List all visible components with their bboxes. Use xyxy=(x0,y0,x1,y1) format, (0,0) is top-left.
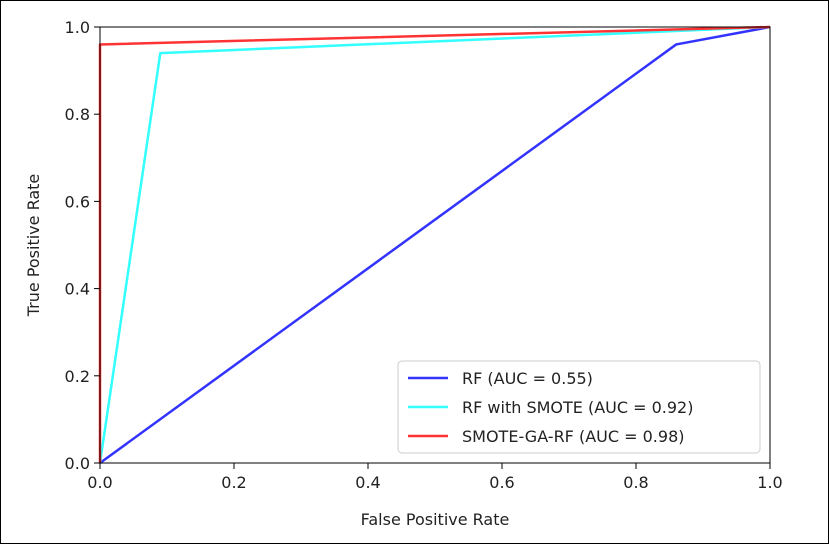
y-tick-label: 0.2 xyxy=(65,367,90,386)
legend-box xyxy=(397,360,761,454)
y-tick-label: 1.0 xyxy=(65,18,90,37)
y-tick-label: 0.8 xyxy=(65,105,90,124)
x-tick-label: 0.8 xyxy=(623,473,648,492)
series-line-2 xyxy=(98,25,771,464)
y-tick-label: 0.4 xyxy=(65,280,90,299)
x-tick-label: 1.0 xyxy=(757,473,782,492)
x-tick-label: 0.4 xyxy=(355,473,380,492)
series-line-1 xyxy=(99,25,771,465)
legend-label-2: RF with SMOTE (AUC = 0.92) xyxy=(462,398,693,417)
y-tick-label: 0.6 xyxy=(65,192,90,211)
x-tick-label: 0.2 xyxy=(221,473,246,492)
y-axis-label: True Positive Rate xyxy=(24,174,43,318)
x-tick-label: 0.6 xyxy=(489,473,514,492)
legend-label-3: SMOTE-GA-RF (AUC = 0.98) xyxy=(462,427,684,446)
x-axis-label: False Positive Rate xyxy=(361,510,510,529)
plot-area-frame xyxy=(99,26,771,464)
y-tick-label: 0.0 xyxy=(65,454,90,473)
legend-label-1: RF (AUC = 0.55) xyxy=(462,369,593,388)
legend: RF (AUC = 0.55) RF with SMOTE (AUC = 0.92… xyxy=(397,360,761,454)
ticks-layer: 0.0 0.2 0.4 0.6 0.8 1.0 0.0 0.2 0.4 0.6 0.8 1.0 xyxy=(65,18,783,492)
x-tick-label: 0.0 xyxy=(87,473,112,492)
